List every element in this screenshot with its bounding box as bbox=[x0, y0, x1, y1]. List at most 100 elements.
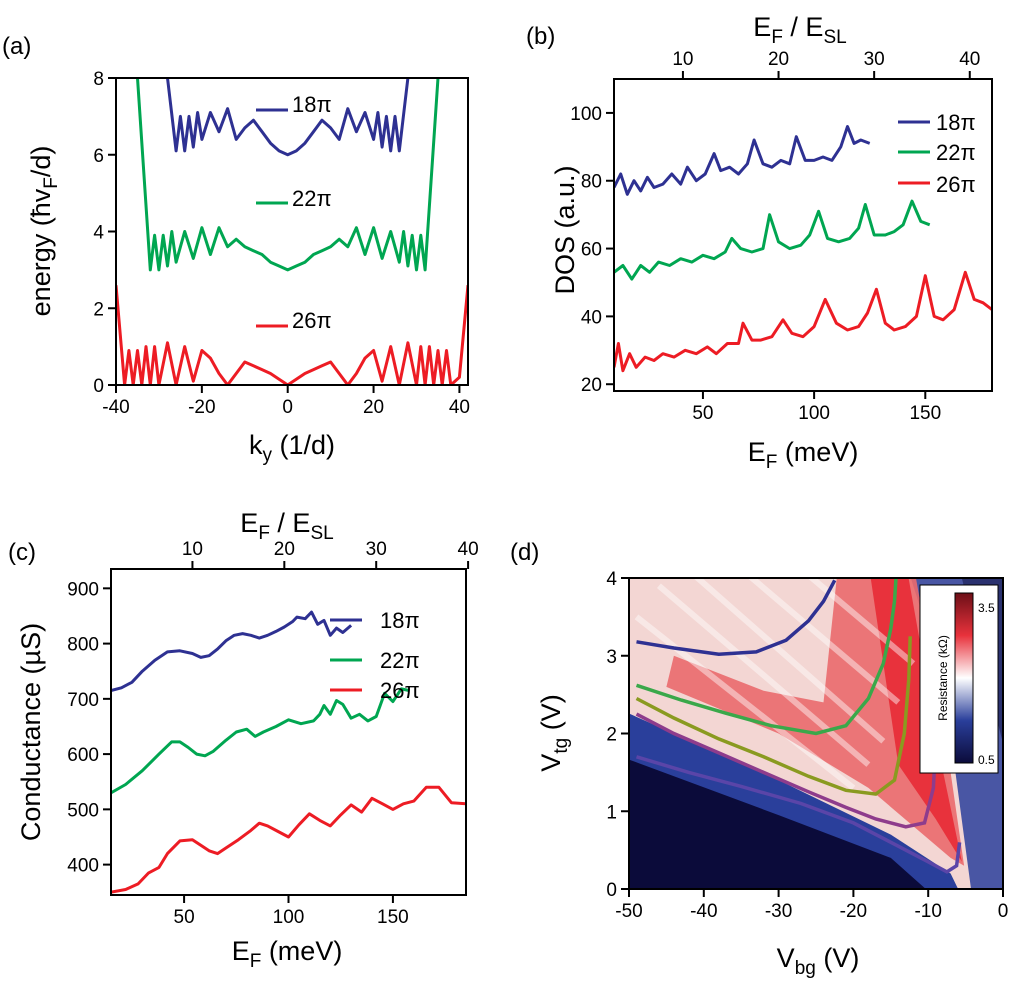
y-tick-label: 6 bbox=[93, 146, 104, 167]
x-tick-label: 100 bbox=[798, 403, 830, 424]
heatmap-stripe-4 bbox=[634, 614, 856, 791]
colorbar-max-label: 3.5 bbox=[978, 601, 995, 615]
x-tick-label: 150 bbox=[377, 907, 409, 928]
heatmap-stripe-1 bbox=[693, 578, 886, 744]
y-tick-label: 0 bbox=[93, 376, 104, 397]
x-tick-label: 0 bbox=[998, 901, 1009, 922]
panel-a: (a) -40 -20 0 20 40 0 2 4 6 8 ky (1/d) energy (ħv… bbox=[2, 33, 470, 466]
heatmap-stripe-0 bbox=[656, 583, 871, 767]
panel-a-legend: 18π 22π 26π bbox=[256, 92, 332, 333]
overlay-line-purple-low bbox=[635, 755, 962, 874]
overlay-line-blue bbox=[636, 579, 837, 656]
overlay-line-olive bbox=[635, 636, 912, 796]
panel-c-top-axis-label: EF / ESL bbox=[240, 508, 333, 544]
panel-c-ticks: 50 100 150 400 500 600 700 800 900 10 20 30 40 bbox=[67, 539, 478, 928]
panel-b-frame bbox=[613, 78, 993, 392]
top-tick-label: 30 bbox=[864, 49, 885, 70]
overlay-line-purple bbox=[635, 712, 938, 829]
x-tick-label: 0 bbox=[282, 397, 293, 418]
heatmap-stripe-2 bbox=[747, 578, 901, 705]
series-line-26π bbox=[116, 285, 468, 385]
x-tick-label: 100 bbox=[273, 907, 305, 928]
y-tick-label: 40 bbox=[581, 307, 602, 328]
panel-a-xlabel: ky (1/d) bbox=[249, 430, 335, 466]
panel-c-plot-area bbox=[111, 610, 466, 894]
series-line-18π bbox=[166, 78, 410, 157]
legend-22pi-label: 22π bbox=[380, 648, 420, 673]
top-tick-label: 10 bbox=[672, 49, 693, 70]
series-line-18π bbox=[111, 610, 353, 693]
colorbar-bar bbox=[954, 592, 974, 764]
x-tick-label: -40 bbox=[102, 397, 129, 418]
panel-b-xlabel: EF (meV) bbox=[748, 437, 859, 473]
heatmap-region-red-core bbox=[870, 578, 962, 862]
colorbar-min-label: 0.5 bbox=[978, 753, 995, 767]
panel-c-legend: 18π 22π 26π bbox=[330, 608, 420, 703]
series-line-22π bbox=[111, 687, 410, 795]
y-tick-label: 400 bbox=[67, 856, 99, 877]
x-tick-label: 50 bbox=[174, 907, 195, 928]
y-tick-label: 8 bbox=[93, 69, 104, 90]
panel-a-frame bbox=[115, 77, 469, 386]
panel-b-label: (b) bbox=[526, 23, 555, 50]
top-tick-label: 40 bbox=[458, 539, 479, 560]
y-tick-label: 20 bbox=[581, 375, 602, 396]
legend-22pi-label: 22π bbox=[936, 140, 976, 165]
y-tick-label: 2 bbox=[606, 725, 617, 746]
y-tick-label: 0 bbox=[606, 880, 617, 901]
y-tick-label: 80 bbox=[581, 172, 602, 193]
panel-c-ylabel: Conductance (µS) bbox=[16, 623, 46, 841]
y-tick-label: 2 bbox=[93, 299, 104, 320]
y-tick-label: 800 bbox=[67, 635, 99, 656]
panel-a-label: (a) bbox=[2, 33, 31, 60]
y-tick-label: 60 bbox=[581, 240, 602, 261]
y-tick-label: 700 bbox=[67, 690, 99, 711]
panel-c: (c) 50 100 150 400 500 600 700 800 900 10 20 30 40 E… bbox=[8, 508, 479, 972]
panel-d-ylabel: Vtg (V) bbox=[536, 694, 572, 771]
y-tick-label: 500 bbox=[67, 800, 99, 821]
top-tick-label: 10 bbox=[182, 539, 203, 560]
panel-d-xlabel: Vbg (V) bbox=[777, 943, 860, 979]
top-tick-label: 20 bbox=[274, 539, 295, 560]
colorbar: 3.5 0.5 Resistance (kΩ) bbox=[919, 584, 999, 774]
series-line-26π bbox=[614, 270, 992, 373]
x-tick-label: -10 bbox=[914, 901, 941, 922]
panel-c-xlabel: EF (meV) bbox=[232, 936, 343, 972]
series-line-22π bbox=[136, 78, 440, 272]
x-tick-label: 150 bbox=[909, 403, 941, 424]
x-tick-label: -30 bbox=[765, 901, 792, 922]
y-tick-label: 100 bbox=[570, 104, 602, 125]
panel-c-label: (c) bbox=[8, 539, 36, 566]
legend-26pi-label: 26π bbox=[936, 172, 976, 197]
panel-a-plot-area bbox=[116, 78, 468, 385]
y-tick-label: 1 bbox=[606, 802, 617, 823]
panel-a-ticks: -40 -20 0 20 40 0 2 4 6 8 bbox=[93, 69, 470, 418]
heatmap-region-dark-left bbox=[629, 759, 926, 889]
legend-18pi-label: 18π bbox=[936, 110, 976, 135]
x-tick-label: -20 bbox=[840, 901, 867, 922]
panel-b-top-axis-label: EF / ESL bbox=[753, 12, 846, 48]
top-tick-label: 40 bbox=[959, 49, 980, 70]
panel-a-ylabel: energy (ħvF/d) bbox=[26, 146, 62, 317]
legend-18pi-label: 18π bbox=[380, 608, 420, 633]
legend-26pi-label: 26π bbox=[292, 308, 332, 333]
top-tick-label: 20 bbox=[768, 49, 789, 70]
panel-d: (d) -50 -40 -30 -20 -10 0 0 1 2 3 4 Vbg (V) Vtg (V… bbox=[510, 539, 1008, 979]
x-tick-label: 20 bbox=[363, 397, 384, 418]
panel-d-ticks: -50 -40 -30 -20 -10 0 0 1 2 3 4 bbox=[606, 569, 1008, 922]
panel-d-label: (d) bbox=[510, 539, 539, 566]
series-line-22π bbox=[614, 199, 931, 281]
panel-b-ticks: 50 100 150 20 40 60 80 100 10 20 30 40 bbox=[570, 49, 980, 424]
heatmap-stripe-3 bbox=[807, 578, 916, 666]
y-tick-label: 3 bbox=[606, 647, 617, 668]
x-tick-label: -20 bbox=[188, 397, 215, 418]
panel-b-legend: 18π 22π 26π bbox=[898, 110, 976, 197]
top-tick-label: 30 bbox=[366, 539, 387, 560]
y-tick-label: 4 bbox=[93, 223, 104, 244]
x-tick-label: -40 bbox=[690, 901, 717, 922]
y-tick-label: 4 bbox=[606, 569, 617, 590]
y-tick-label: 900 bbox=[67, 579, 99, 600]
series-line-26π bbox=[111, 785, 466, 894]
x-tick-label: 50 bbox=[692, 403, 713, 424]
